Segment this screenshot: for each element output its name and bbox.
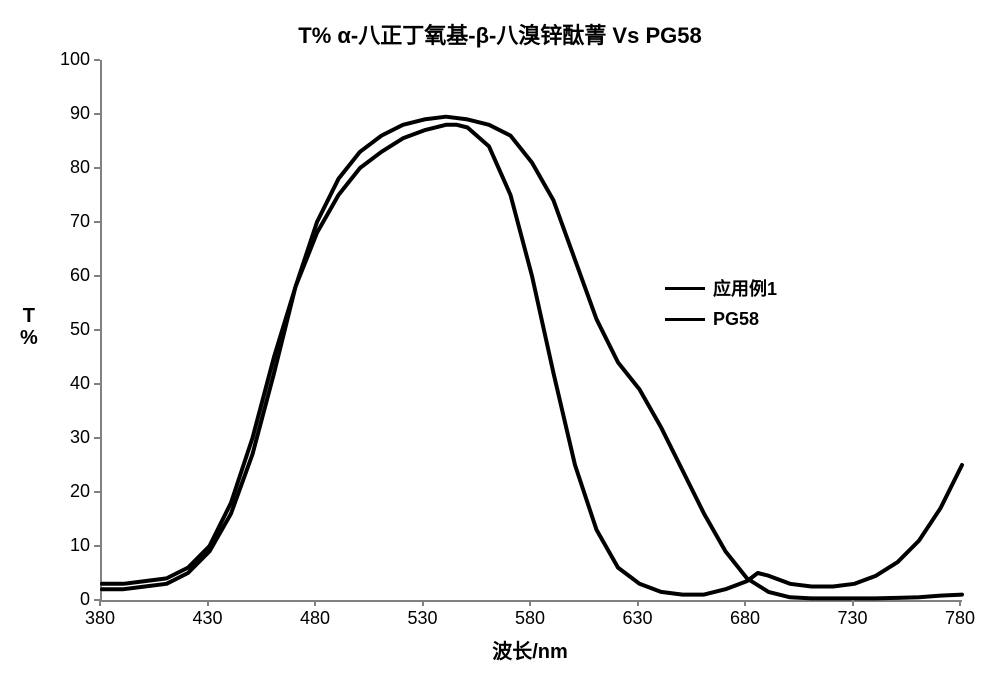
y-tick-mark	[94, 383, 100, 385]
y-tick-label: 60	[70, 265, 90, 286]
x-tick-mark	[959, 600, 961, 606]
series-layer	[102, 60, 962, 600]
x-tick-label: 580	[505, 608, 555, 629]
y-tick-mark	[94, 275, 100, 277]
y-tick-mark	[94, 437, 100, 439]
y-axis-label-pct: %	[20, 327, 38, 349]
y-tick-label: 50	[70, 319, 90, 340]
x-tick-mark	[207, 600, 209, 606]
y-tick-label: 40	[70, 373, 90, 394]
legend-label: PG58	[713, 309, 759, 330]
y-tick-mark	[94, 329, 100, 331]
x-tick-mark	[744, 600, 746, 606]
y-tick-label: 80	[70, 157, 90, 178]
x-tick-label: 730	[828, 608, 878, 629]
x-tick-mark	[314, 600, 316, 606]
y-tick-label: 100	[60, 49, 90, 70]
x-axis-label: 波长/nm	[100, 635, 960, 664]
plot-area	[100, 60, 962, 602]
x-tick-label: 380	[75, 608, 125, 629]
y-tick-mark	[94, 545, 100, 547]
y-tick-mark	[94, 221, 100, 223]
x-tick-mark	[422, 600, 424, 606]
legend-swatch	[665, 287, 705, 290]
series-path	[102, 117, 962, 599]
chart-title: T% α-八正丁氧基-β-八溴锌酞菁 Vs PG58	[0, 18, 1000, 50]
y-tick-label: 90	[70, 103, 90, 124]
chart-container: T% α-八正丁氧基-β-八溴锌酞菁 Vs PG58 T % 波长/nm 应用例…	[0, 0, 1000, 683]
y-tick-label: 20	[70, 481, 90, 502]
legend: 应用例1 PG58	[665, 275, 777, 338]
y-tick-mark	[94, 491, 100, 493]
x-tick-label: 430	[183, 608, 233, 629]
y-tick-label: 10	[70, 535, 90, 556]
y-axis-label: T %	[20, 305, 38, 349]
legend-label: 应用例1	[713, 275, 777, 301]
x-tick-label: 780	[935, 608, 985, 629]
x-tick-mark	[529, 600, 531, 606]
y-axis-label-t: T	[23, 305, 35, 327]
y-tick-mark	[94, 59, 100, 61]
y-tick-mark	[94, 167, 100, 169]
legend-swatch	[665, 318, 705, 321]
y-tick-label: 30	[70, 427, 90, 448]
y-tick-label: 0	[80, 589, 90, 610]
series-path	[102, 125, 962, 595]
x-tick-label: 680	[720, 608, 770, 629]
y-tick-label: 70	[70, 211, 90, 232]
x-tick-label: 480	[290, 608, 340, 629]
legend-item: PG58	[665, 309, 777, 330]
x-tick-mark	[637, 600, 639, 606]
x-tick-mark	[852, 600, 854, 606]
legend-item: 应用例1	[665, 275, 777, 301]
x-tick-label: 630	[613, 608, 663, 629]
y-tick-mark	[94, 113, 100, 115]
x-tick-label: 530	[398, 608, 448, 629]
x-tick-mark	[99, 600, 101, 606]
